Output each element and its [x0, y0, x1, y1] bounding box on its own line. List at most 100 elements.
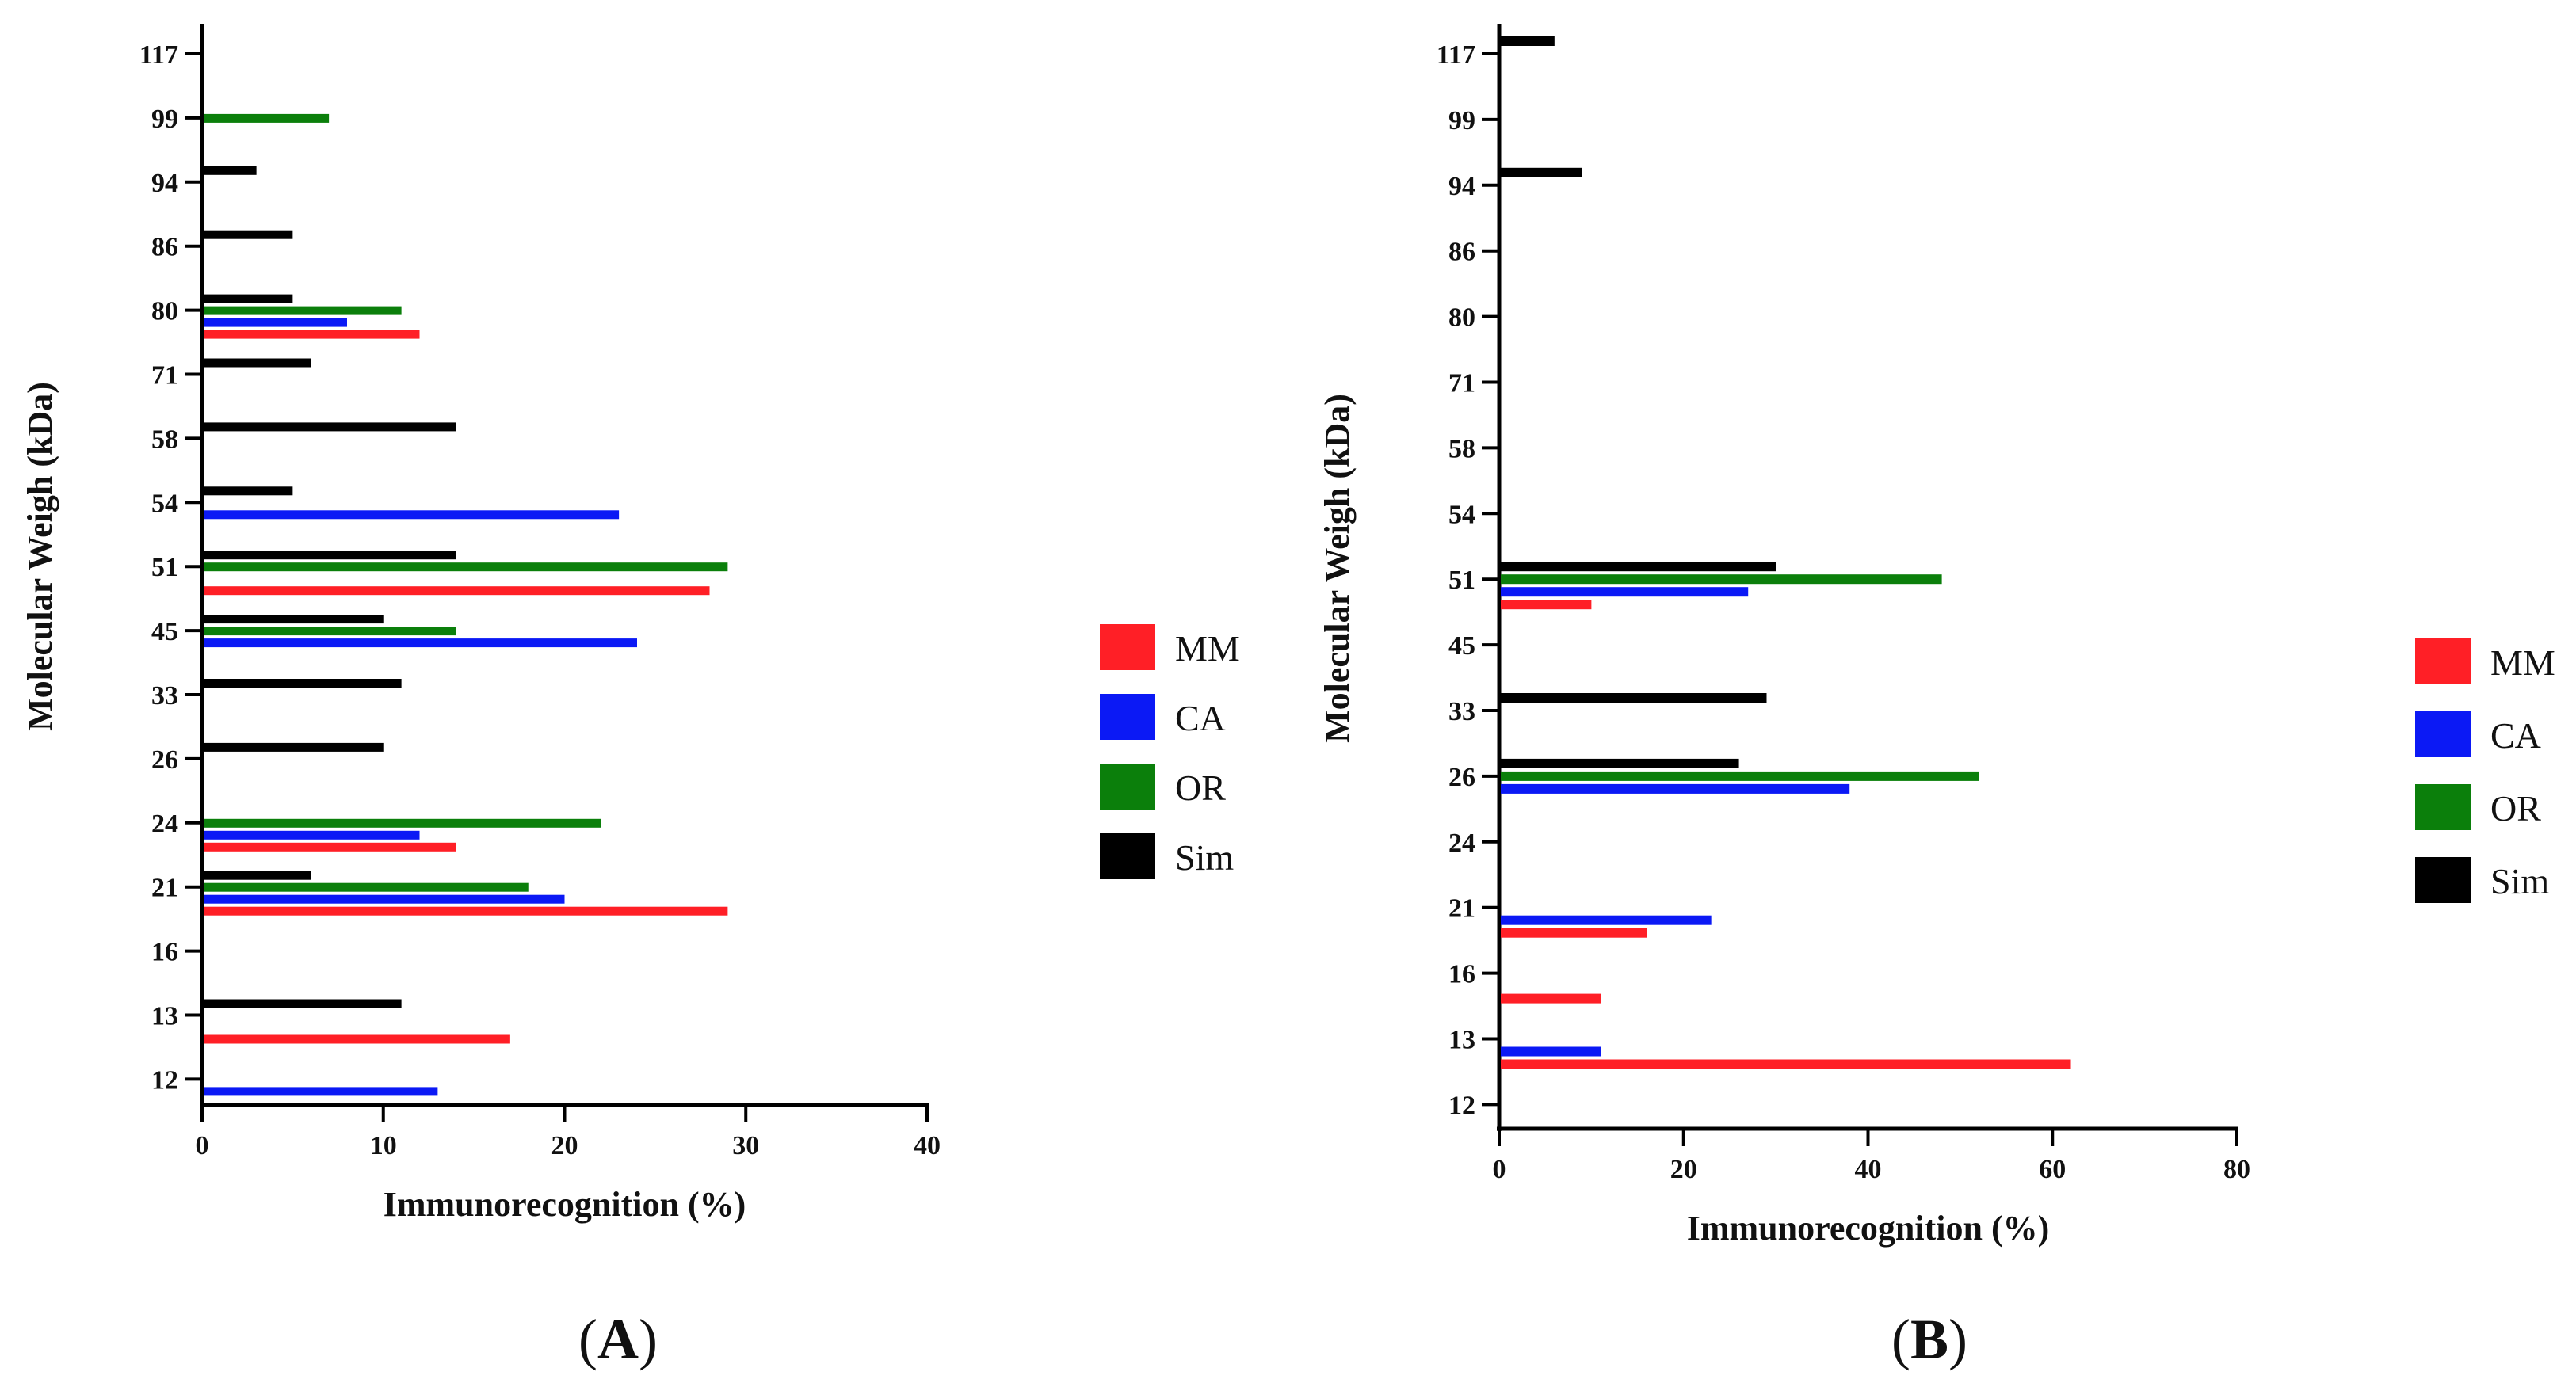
x-tick-label: 60 [2039, 1155, 2066, 1184]
x-tick-label: 20 [1670, 1155, 1697, 1184]
y-tick-label: 71 [151, 361, 178, 391]
x-tick-label: 30 [732, 1131, 759, 1160]
legend-label-ca: CA [1175, 698, 1226, 738]
bar-ca-21 [1501, 915, 1712, 925]
bar-sim-58 [204, 422, 456, 432]
legend-swatch-ca [2415, 711, 2471, 757]
legend-swatch-sim [2415, 857, 2471, 903]
bar-or-80 [204, 306, 402, 315]
panel-label-open: ( [1891, 1308, 1910, 1371]
bar-ca-51 [1501, 587, 1749, 597]
panel-label: (B) [1891, 1308, 1967, 1371]
y-tick-label: 117 [1437, 40, 1475, 70]
y-tick-label: 12 [151, 1065, 178, 1095]
bar-or-21 [204, 882, 529, 892]
bar-sim-51 [1501, 562, 1776, 572]
x-tick-label: 20 [551, 1131, 578, 1160]
y-axis-label: Molecular Weigh (kDa) [21, 382, 59, 731]
bar-mm-80 [204, 330, 420, 339]
legend-label-sim: Sim [2490, 861, 2549, 901]
y-tick-label: 33 [1448, 697, 1475, 726]
bar-sim-33 [1501, 693, 1767, 703]
y-tick-label: 16 [1448, 960, 1475, 989]
x-axis-label: Immunorecognition (%) [384, 1185, 746, 1224]
y-axis-label: Molecular Weigh (kDa) [1318, 394, 1357, 743]
panel-label-open: ( [578, 1308, 597, 1371]
bar-sim-26 [204, 742, 384, 752]
panel-a-chart: 117 99 94 86 80 71 58 54 51 45 33 26 24 21 16 13 12 0 10 20… [21, 24, 1240, 1371]
panel-label-letter: B [1910, 1308, 1948, 1371]
y-tick-label: 99 [151, 105, 178, 134]
bar-sim-51 [204, 551, 456, 560]
y-tick-label: 80 [1448, 303, 1475, 333]
bar-sim-71 [204, 358, 311, 368]
y-tick-label: 26 [1448, 763, 1475, 792]
bar-mm-51 [1501, 600, 1592, 610]
legend-swatch-sim [1100, 833, 1155, 879]
y-tick-label: 16 [151, 938, 178, 967]
panel-label-close: ) [1948, 1308, 1967, 1371]
legend-label-sim: Sim [1175, 837, 1234, 878]
y-tick-label: 86 [1448, 238, 1475, 267]
bar-sim-54 [204, 486, 293, 496]
bar-ca-24 [204, 830, 420, 840]
bar-ca-21 [204, 894, 565, 904]
x-tick-label: 40 [1855, 1155, 1882, 1184]
panel-label: (A) [578, 1308, 658, 1371]
x-axis-label: Immunorecognition (%) [1687, 1209, 2050, 1248]
y-tick-label: 86 [151, 233, 178, 262]
bar-ca-54 [204, 510, 620, 520]
bar-mm-51 [204, 586, 710, 596]
bar-or-51 [1501, 574, 1942, 585]
y-tick-label: 24 [1448, 829, 1475, 858]
bar-ca-12 [204, 1087, 438, 1096]
y-tick-label: 99 [1448, 106, 1475, 135]
legend-label-or: OR [2490, 788, 2541, 829]
y-tick-label: 13 [1448, 1026, 1475, 1055]
y-tick-label: 54 [151, 489, 178, 518]
bar-mm-13 [1501, 1059, 2071, 1069]
bar-sim-33 [204, 679, 402, 688]
bar-mm-16 [1501, 993, 1601, 1004]
bar-sim-117 [1501, 36, 1555, 46]
bar-mm-13 [204, 1034, 510, 1044]
bar-or-45 [204, 627, 456, 636]
y-tick-label: 45 [151, 617, 178, 646]
y-tick-label: 80 [151, 297, 178, 326]
y-tick-label: 12 [1448, 1091, 1475, 1120]
legend-swatch-mm [1100, 624, 1155, 670]
x-tick-label: 10 [370, 1131, 397, 1160]
y-tick-label: 21 [1448, 894, 1475, 924]
legend-swatch-or [1100, 764, 1155, 810]
legend-swatch-or [2415, 784, 2471, 830]
bar-sim-80 [204, 294, 293, 303]
bar-ca-80 [204, 318, 347, 327]
y-tick-label: 58 [151, 425, 178, 454]
legend-swatch-ca [1100, 694, 1155, 740]
bar-sim-13 [204, 999, 402, 1008]
bar-sim-94 [204, 166, 257, 175]
y-tick-label: 33 [151, 681, 178, 711]
bar-or-51 [204, 562, 728, 572]
bar-or-24 [204, 818, 601, 828]
bar-mm-21 [1501, 928, 1647, 938]
y-tick-label: 94 [151, 169, 178, 198]
y-tick-label: 54 [1448, 500, 1475, 529]
bar-sim-26 [1501, 758, 1739, 768]
x-tick-label: 0 [1493, 1155, 1506, 1184]
y-tick-label: 51 [151, 553, 178, 582]
bar-sim-94 [1501, 167, 1582, 177]
y-tick-label: 21 [151, 874, 178, 903]
legend-swatch-mm [2415, 638, 2471, 684]
legend-label-ca: CA [2490, 715, 2541, 756]
y-tick-label: 26 [151, 745, 178, 775]
bar-ca-13 [1501, 1046, 1601, 1057]
legend-label-mm: MM [2490, 642, 2555, 683]
bar-or-26 [1501, 771, 1979, 781]
y-tick-label: 24 [151, 810, 178, 839]
y-tick-label: 94 [1448, 172, 1475, 201]
bar-sim-45 [204, 615, 384, 624]
x-tick-label: 40 [914, 1131, 941, 1160]
x-tick-label: 80 [2223, 1155, 2250, 1184]
